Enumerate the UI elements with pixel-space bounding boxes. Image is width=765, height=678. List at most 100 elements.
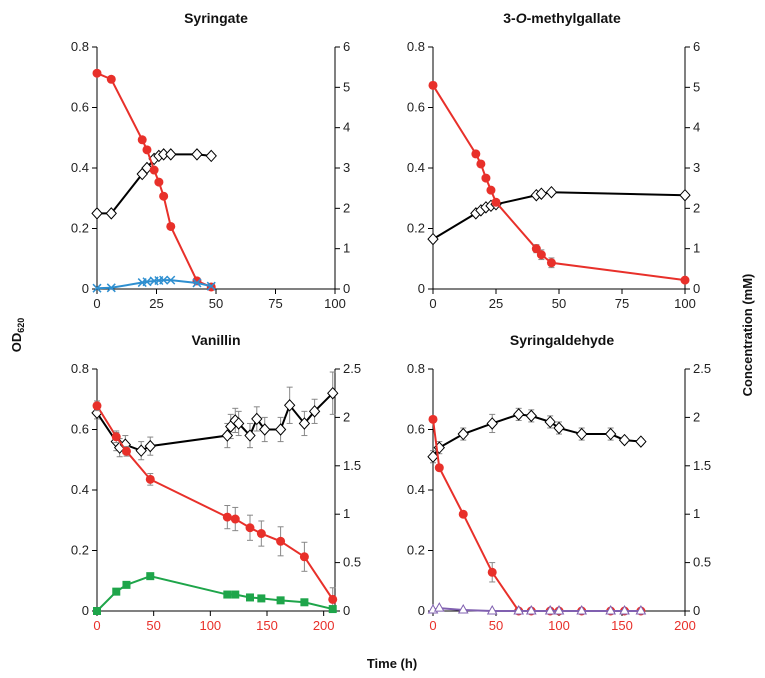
y-tick-label-right: 5 <box>343 79 350 94</box>
data-point <box>476 159 486 169</box>
x-tick-label: 50 <box>552 296 566 311</box>
x-tick-label: 25 <box>489 296 503 311</box>
y-tick-label-right: 2 <box>343 200 350 215</box>
x-tick-label: 0 <box>93 296 100 311</box>
y-tick-label-left: 0.2 <box>71 221 89 236</box>
data-point <box>486 604 498 615</box>
y-tick-label-left: 0.4 <box>407 482 425 497</box>
data-point <box>427 232 439 246</box>
y-tick-label-left: 0 <box>418 281 425 296</box>
data-point <box>244 429 256 442</box>
data-point <box>159 191 169 201</box>
data-point <box>106 74 116 84</box>
y-tick-label-right: 3 <box>343 160 350 175</box>
y-tick-label-right: 1 <box>693 506 700 521</box>
y-tick-label-right: 2 <box>693 409 700 424</box>
data-point <box>105 207 117 220</box>
data-point <box>427 450 439 463</box>
y-tick-label-left: 0.2 <box>71 543 89 558</box>
y-tick-label-left: 0.4 <box>71 482 89 497</box>
y-tick-label-left: 0.4 <box>71 160 89 175</box>
data-point <box>111 432 121 442</box>
y-tick-label-left: 0.6 <box>71 100 89 115</box>
data-point <box>259 423 271 436</box>
data-point <box>246 593 254 602</box>
y-tick-label-right: 4 <box>693 120 700 135</box>
data-point <box>604 427 617 441</box>
data-point <box>144 439 156 453</box>
y-tick-label-left: 0 <box>418 603 425 618</box>
data-point <box>525 604 537 615</box>
data-point <box>679 188 691 202</box>
y-tick-label-right: 2 <box>343 409 350 424</box>
panel-vanillin: Vanillin 0 0.2 0.4 0.6 0.8 0 0.5 1 1.5 2 2.5 0 50 100… <box>71 332 361 633</box>
x-axis-title: Time (h) <box>367 656 417 671</box>
data-point <box>192 278 202 288</box>
data-point <box>106 283 116 293</box>
data-point <box>457 604 469 614</box>
y-tick-label-left: 0 <box>82 281 89 296</box>
data-point <box>93 607 101 615</box>
data-point <box>276 536 286 546</box>
y-tick-label-left: 0.6 <box>71 422 89 437</box>
data-point <box>544 604 556 615</box>
x-tick-label: 100 <box>674 296 696 311</box>
x-tick-label: 100 <box>324 296 346 311</box>
data-point <box>205 149 217 163</box>
data-point <box>487 567 497 577</box>
data-point <box>635 604 647 615</box>
y-tick-label-left: 0.8 <box>71 361 89 376</box>
data-point <box>576 427 588 441</box>
data-point <box>486 417 498 430</box>
y-tick-label-right: 0 <box>693 281 700 296</box>
series-line <box>96 72 212 288</box>
y-tick-label-right: 0 <box>343 603 350 618</box>
series-line <box>96 575 333 612</box>
data-point <box>245 523 255 533</box>
data-point <box>481 173 491 183</box>
y-tick-label-left: 0.6 <box>407 422 425 437</box>
data-point <box>92 401 102 411</box>
y-tick-label-right: 0 <box>343 281 350 296</box>
data-point <box>283 399 296 412</box>
y-tick-label-right: 6 <box>343 39 350 54</box>
data-point <box>471 149 481 159</box>
series-line <box>432 191 686 240</box>
data-point <box>544 415 556 429</box>
data-point <box>231 590 240 599</box>
data-point <box>328 594 338 604</box>
data-point <box>92 283 102 293</box>
series-line <box>96 279 212 290</box>
data-point <box>545 185 558 199</box>
y-tick-label-right: 0.5 <box>343 555 361 570</box>
y-tick-label-right: 5 <box>693 79 700 94</box>
data-point <box>328 605 337 614</box>
data-point <box>191 148 203 161</box>
x-tick-label: 0 <box>93 618 100 633</box>
data-point <box>486 185 496 195</box>
y-tick-label-left: 0.8 <box>71 39 89 54</box>
data-point <box>165 148 177 161</box>
panel-title: Vanillin <box>191 332 240 348</box>
y-axis-title-right: Concentration (mM) <box>740 274 755 397</box>
data-point <box>222 512 232 522</box>
data-point <box>428 80 438 90</box>
y-tick-label-left: 0.8 <box>407 39 425 54</box>
y-tick-label-right: 1 <box>343 241 350 256</box>
data-point <box>513 408 525 421</box>
y-tick-label-left: 0.4 <box>407 160 425 175</box>
data-point <box>536 250 546 260</box>
data-point <box>553 421 565 435</box>
data-point <box>531 244 541 254</box>
data-point <box>92 68 102 78</box>
x-tick-label: 200 <box>674 618 696 633</box>
data-point <box>91 207 103 220</box>
data-point <box>137 135 147 145</box>
data-point <box>618 433 631 447</box>
data-point <box>142 145 152 155</box>
panel-syringaldehyde: Syringaldehyde 0 0.2 0.4 0.6 0.8 0 0.5 1 1.5 2 2.5… <box>407 332 711 633</box>
data-point <box>112 587 121 596</box>
data-point <box>308 405 321 418</box>
data-point <box>135 444 147 457</box>
series-line <box>96 405 334 600</box>
